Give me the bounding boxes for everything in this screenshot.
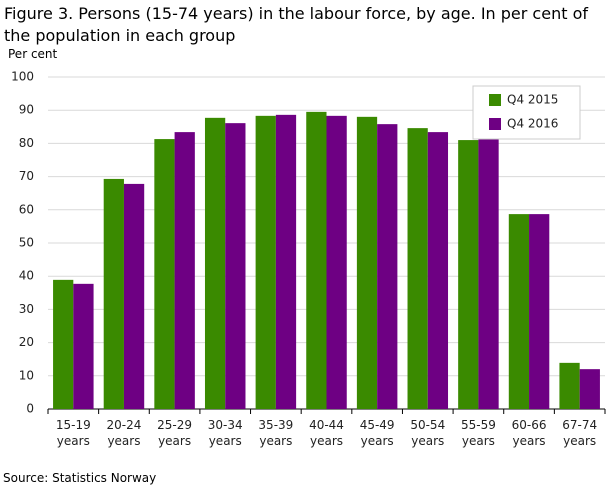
bar: [255, 115, 276, 410]
y-tick-label: 80: [19, 136, 34, 150]
y-tick-label: 50: [19, 236, 34, 250]
bar: [53, 279, 74, 409]
chart-title: Figure 3. Persons (15-74 years) in the l…: [4, 4, 588, 45]
bar: [458, 140, 479, 409]
bar: [377, 124, 398, 410]
x-tick-label: 45-49 years: [359, 418, 395, 448]
bar: [103, 178, 124, 409]
x-tick-label: 20-24 years: [106, 418, 142, 448]
bar: [154, 139, 175, 410]
bar: [407, 128, 428, 410]
y-tick-label: 100: [11, 70, 34, 84]
bar: [204, 117, 226, 409]
legend-label: Q4 2015: [507, 93, 558, 107]
bar: [306, 111, 327, 410]
bar: [478, 138, 499, 409]
bar: [225, 123, 246, 409]
bar: [356, 116, 378, 409]
bar: [174, 132, 195, 409]
x-tick-label: 25-29 years: [157, 418, 193, 448]
bar: [508, 214, 530, 409]
y-tick-label: 10: [19, 368, 34, 382]
bar: [73, 283, 94, 409]
bar: [579, 369, 600, 409]
bar: [326, 115, 347, 410]
y-tick-label: 0: [26, 402, 34, 416]
bar: [123, 183, 145, 409]
y-tick-label: 90: [19, 103, 34, 117]
x-tick-label: 40-44 years: [309, 418, 344, 448]
x-tick-label: 30-34 years: [207, 418, 243, 448]
bar: [427, 132, 449, 409]
y-tick-label: 40: [19, 269, 34, 283]
y-tick-label: 20: [19, 335, 34, 349]
x-tick-label: 55-59 years: [460, 418, 496, 448]
y-tick-label: 60: [19, 202, 34, 216]
source-note: Source: Statistics Norway: [3, 471, 157, 485]
bar: [529, 214, 550, 409]
x-tick-label: 15-19 years: [55, 418, 91, 448]
legend-label: Q4 2016: [507, 117, 558, 131]
y-tick-label: 30: [19, 302, 34, 316]
x-tick-label: 67-74 years: [562, 418, 598, 448]
bar: [559, 362, 580, 409]
legend-swatch: [489, 118, 501, 130]
x-tick-label: 50-54 years: [410, 418, 446, 448]
y-axis-label: Per cent: [8, 47, 58, 61]
bar: [275, 114, 297, 410]
y-tick-label: 70: [19, 169, 34, 183]
x-tick-label: 60-66 years: [511, 418, 547, 448]
legend-swatch: [489, 94, 501, 106]
x-tick-label: 35-39 years: [258, 418, 294, 448]
